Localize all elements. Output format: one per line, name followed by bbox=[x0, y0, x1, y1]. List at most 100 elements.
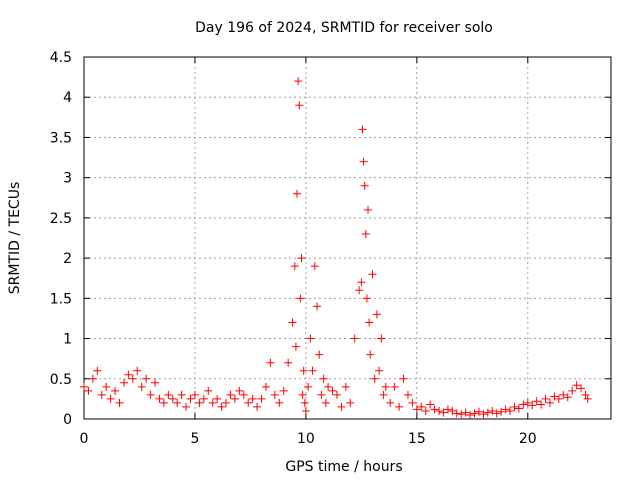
data-point bbox=[295, 101, 304, 110]
data-point bbox=[395, 402, 404, 411]
data-point bbox=[119, 378, 128, 387]
data-point bbox=[361, 229, 370, 238]
data-point bbox=[290, 262, 299, 271]
data-point bbox=[399, 374, 408, 383]
data-point bbox=[217, 402, 226, 411]
y-tick-label: 1 bbox=[63, 332, 72, 348]
data-point bbox=[403, 390, 412, 399]
data-point bbox=[253, 402, 262, 411]
data-point bbox=[443, 405, 452, 414]
plot-frame bbox=[83, 56, 612, 420]
data-point bbox=[357, 278, 366, 287]
data-point bbox=[461, 408, 470, 417]
y-tick-label: 4.5 bbox=[50, 50, 72, 66]
data-point bbox=[279, 386, 288, 395]
y-tick-label: 2.5 bbox=[50, 211, 72, 227]
data-point bbox=[164, 390, 173, 399]
data-point bbox=[554, 394, 563, 403]
data-point bbox=[293, 189, 302, 198]
data-point bbox=[541, 394, 550, 403]
data-point bbox=[479, 410, 488, 419]
data-point bbox=[328, 386, 337, 395]
data-point bbox=[102, 382, 111, 391]
data-point bbox=[97, 390, 106, 399]
data-point bbox=[213, 394, 222, 403]
data-point bbox=[379, 390, 388, 399]
data-point bbox=[417, 402, 426, 411]
data-point bbox=[488, 406, 497, 415]
data-point bbox=[368, 270, 377, 279]
data-point bbox=[332, 390, 341, 399]
data-point bbox=[304, 382, 313, 391]
data-point bbox=[84, 386, 93, 395]
y-tick-label: 2 bbox=[63, 251, 72, 267]
data-point bbox=[568, 386, 577, 395]
y-axis-label: SRMTID / TECUs bbox=[7, 182, 23, 295]
data-point bbox=[358, 125, 367, 134]
data-point bbox=[365, 318, 374, 327]
data-point bbox=[362, 294, 371, 303]
data-point bbox=[559, 390, 568, 399]
data-point bbox=[186, 394, 195, 403]
data-point bbox=[474, 407, 483, 416]
data-point bbox=[115, 398, 124, 407]
data-point bbox=[583, 394, 592, 403]
y-tick-label: 3.5 bbox=[50, 130, 72, 146]
data-point bbox=[563, 393, 572, 402]
data-point bbox=[321, 398, 330, 407]
data-point bbox=[133, 366, 142, 375]
data-point bbox=[386, 398, 395, 407]
data-point bbox=[315, 350, 324, 359]
data-point bbox=[421, 406, 430, 415]
data-point bbox=[452, 409, 461, 418]
data-point bbox=[222, 398, 231, 407]
data-series-srmtid bbox=[80, 77, 592, 419]
x-tick-label: 5 bbox=[190, 431, 199, 447]
x-axis-label: GPS time / hours bbox=[285, 459, 402, 475]
data-point bbox=[291, 342, 300, 351]
data-point bbox=[364, 205, 373, 214]
data-point bbox=[492, 409, 501, 418]
data-point bbox=[366, 350, 375, 359]
data-point bbox=[497, 407, 506, 416]
data-point bbox=[528, 401, 537, 410]
data-point bbox=[501, 405, 510, 414]
data-point bbox=[337, 402, 346, 411]
data-point bbox=[275, 398, 284, 407]
data-point bbox=[350, 334, 359, 343]
data-point bbox=[261, 382, 270, 391]
data-point bbox=[146, 390, 155, 399]
data-point bbox=[355, 286, 364, 295]
data-point bbox=[248, 394, 257, 403]
data-point bbox=[483, 408, 492, 417]
data-point bbox=[168, 394, 177, 403]
data-point bbox=[532, 397, 541, 406]
data-point bbox=[581, 390, 590, 399]
data-point bbox=[270, 390, 279, 399]
data-point bbox=[390, 382, 399, 391]
x-tick-label: 20 bbox=[519, 431, 537, 447]
data-point bbox=[128, 374, 137, 383]
data-point bbox=[297, 254, 306, 263]
data-point bbox=[294, 77, 303, 86]
data-point bbox=[235, 386, 244, 395]
data-point bbox=[195, 398, 204, 407]
data-point bbox=[370, 374, 379, 383]
data-point bbox=[317, 390, 326, 399]
data-point bbox=[359, 157, 368, 166]
data-point bbox=[324, 382, 333, 391]
data-point bbox=[266, 358, 275, 367]
data-point bbox=[239, 390, 248, 399]
data-point bbox=[299, 366, 308, 375]
y-tick-label: 0 bbox=[63, 412, 72, 428]
y-tick-label: 4 bbox=[63, 90, 72, 106]
data-point bbox=[88, 374, 97, 383]
x-tick-label: 0 bbox=[80, 431, 89, 447]
data-point bbox=[360, 181, 369, 190]
data-point bbox=[244, 398, 253, 407]
data-point bbox=[199, 394, 208, 403]
x-axis-ticks: 0 5 10 15 20 bbox=[80, 57, 537, 447]
data-point bbox=[381, 382, 390, 391]
data-point bbox=[177, 390, 186, 399]
